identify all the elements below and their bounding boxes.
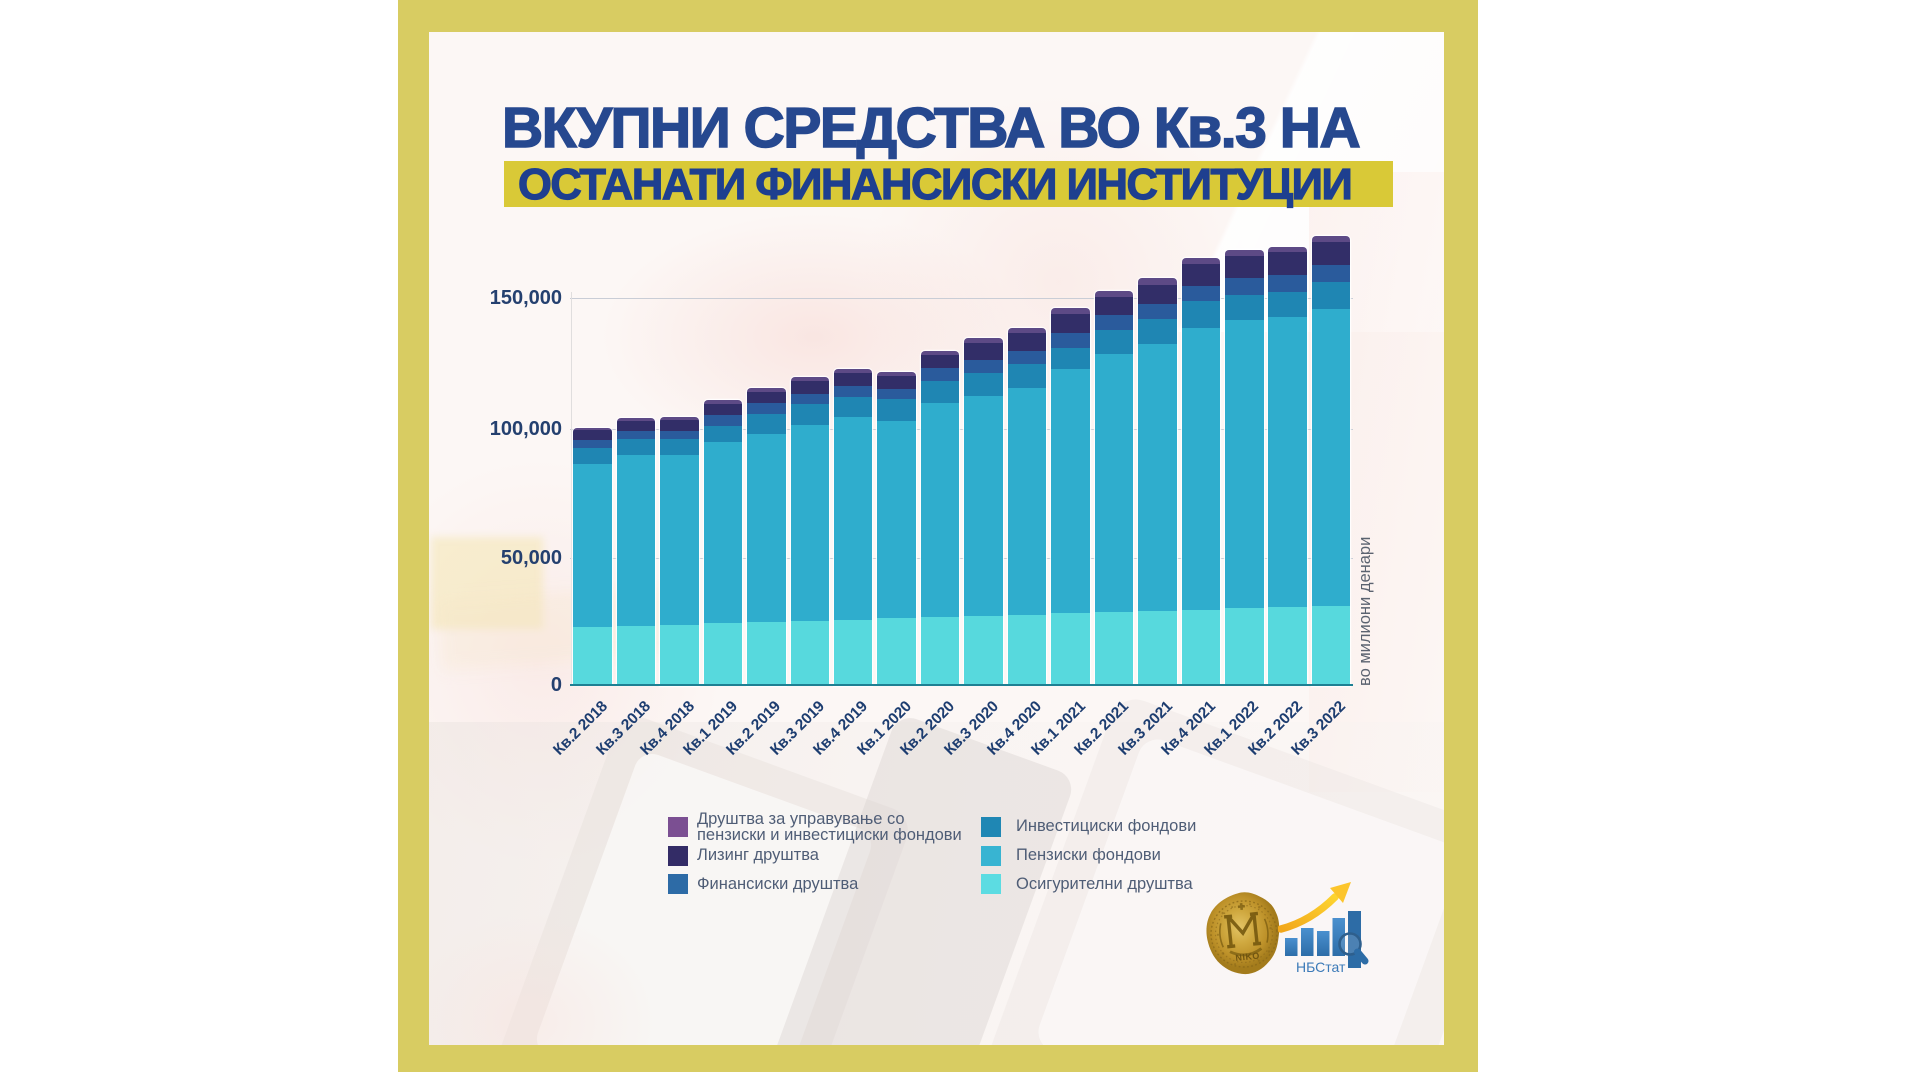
svg-text:NIKO: NIKO <box>1235 950 1260 963</box>
svg-text:НБСтат: НБСтат <box>1296 959 1346 975</box>
